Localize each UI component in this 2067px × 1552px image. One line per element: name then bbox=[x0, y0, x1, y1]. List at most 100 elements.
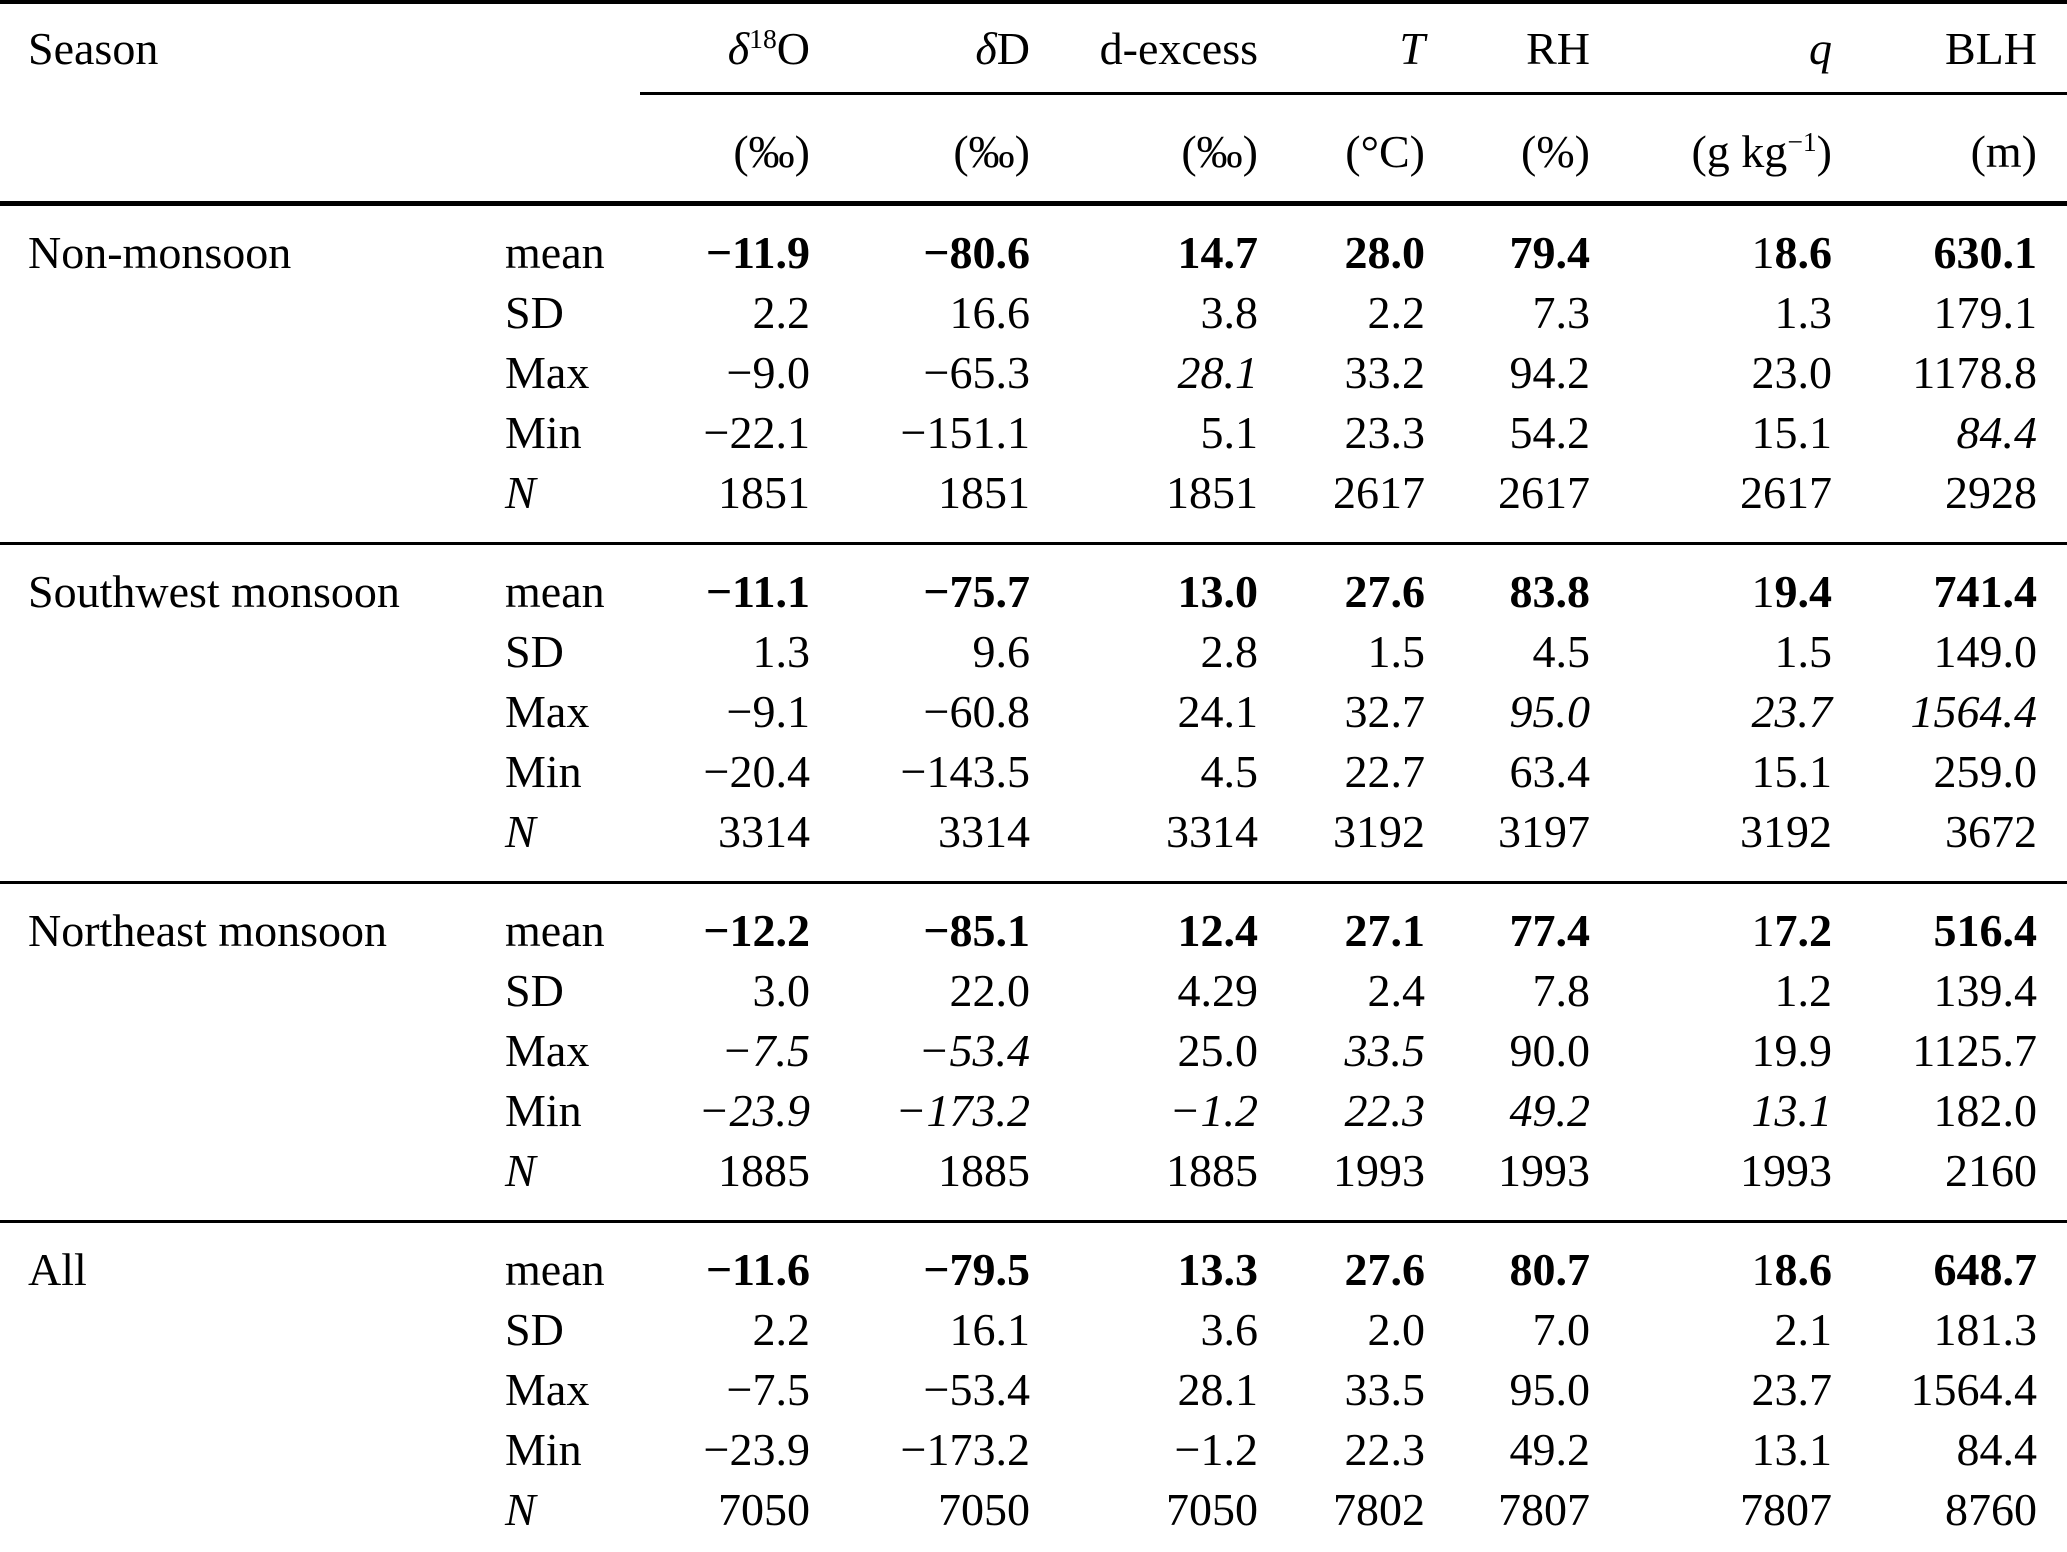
cell-T: 28.0 bbox=[1344, 226, 1426, 278]
cell-dexcess: 14.7 bbox=[1177, 226, 1259, 278]
cell-d18O: −11.6 bbox=[705, 1243, 810, 1295]
unit-q: (g kg−1) bbox=[1590, 94, 1832, 204]
stat-label: Max bbox=[505, 681, 640, 741]
cell-BLH: 2160 bbox=[1945, 1144, 2037, 1196]
text-segment: N bbox=[505, 805, 536, 857]
cell-BLH: 516.4 bbox=[1933, 904, 2038, 956]
cell-RH: 7.0 bbox=[1532, 1303, 1591, 1355]
cell-q: 7807 bbox=[1740, 1483, 1832, 1535]
cell-RH: 7807 bbox=[1498, 1483, 1590, 1535]
season-name-spacer bbox=[0, 402, 505, 462]
text-segment: mean bbox=[505, 226, 605, 278]
cell-dexcess: 7050 bbox=[1166, 1483, 1258, 1535]
text-segment: Max bbox=[505, 685, 590, 737]
season-name-spacer bbox=[0, 1359, 505, 1419]
table-row-northeast-monsoon-max: Max −7.5 −53.4 25.0 33.5 90.0 19.9 1125.7 bbox=[0, 1020, 2067, 1080]
cell-BLH: 84.4 bbox=[1956, 406, 2038, 458]
cell-dD: 7050 bbox=[938, 1483, 1030, 1535]
text-segment: O bbox=[776, 22, 810, 74]
cell-dD: −79.5 bbox=[923, 1243, 1030, 1295]
text-segment: (m) bbox=[1970, 125, 2037, 177]
cell-RH: 1993 bbox=[1498, 1144, 1590, 1196]
table-row-all-n: N 7050 7050 7050 7802 7807 7807 8760 bbox=[0, 1479, 2067, 1552]
cell-BLH: 139.4 bbox=[1933, 964, 2038, 1016]
cell-d18O: −20.4 bbox=[703, 745, 810, 797]
text-segment: (°C) bbox=[1345, 125, 1425, 177]
table-row-northeast-monsoon-n: N 1885 1885 1885 1993 1993 1993 2160 bbox=[0, 1140, 2067, 1222]
table-row-southwest-monsoon-max: Max −9.1 −60.8 24.1 32.7 95.0 23.7 1564.4 bbox=[0, 681, 2067, 741]
text-segment: (‰) bbox=[1181, 125, 1258, 177]
cell-d18O: 2.2 bbox=[752, 286, 811, 338]
season-unit-spacer bbox=[0, 94, 505, 204]
cell-T: 27.6 bbox=[1344, 1243, 1426, 1295]
cell-dexcess: 13.3 bbox=[1177, 1243, 1259, 1295]
season-name-spacer bbox=[0, 1419, 505, 1479]
season-name-spacer bbox=[0, 462, 505, 544]
text-segment: 8.6 bbox=[1774, 1243, 1833, 1295]
cell-RH: 77.4 bbox=[1509, 904, 1591, 956]
cell-dexcess: −1.2 bbox=[1169, 1084, 1258, 1136]
cell-dD: −173.2 bbox=[900, 1423, 1030, 1475]
season-name-spacer bbox=[0, 1140, 505, 1222]
cell-q: 23.7 bbox=[1751, 685, 1833, 737]
unit-dexcess: (‰) bbox=[1030, 94, 1258, 204]
text-segment: 1 bbox=[1751, 904, 1775, 956]
text-segment: 1 bbox=[1751, 565, 1775, 617]
season-name: Non-monsoon bbox=[28, 226, 292, 278]
cell-T: 22.7 bbox=[1344, 745, 1426, 797]
text-segment: N bbox=[505, 466, 536, 518]
cell-dD: 1885 bbox=[938, 1144, 1030, 1196]
text-segment: 9.4 bbox=[1774, 565, 1833, 617]
table-row-southwest-monsoon-mean: Southwest monsoon mean −11.1 −75.7 13.0 27.6 8… bbox=[0, 544, 2067, 622]
season-section-southwest-monsoon: Southwest monsoon mean −11.1 −75.7 13.0 27.6 8… bbox=[0, 543, 2067, 883]
table-row-all-max: Max −7.5 −53.4 28.1 33.5 95.0 23.7 1564.4 bbox=[0, 1359, 2067, 1419]
text-segment: d-excess bbox=[1099, 22, 1258, 74]
table-row-southwest-monsoon-sd: SD 1.3 9.6 2.8 1.5 4.5 1.5 149.0 bbox=[0, 621, 2067, 681]
cell-dexcess: 3.8 bbox=[1200, 286, 1259, 338]
stat-label: SD bbox=[505, 960, 640, 1020]
unit-RH: (%) bbox=[1425, 94, 1590, 204]
cell-RH: 90.0 bbox=[1509, 1024, 1591, 1076]
cell-d18O: 3314 bbox=[718, 805, 810, 857]
stat-label: N bbox=[505, 801, 640, 883]
cell-dD: −53.4 bbox=[923, 1363, 1030, 1415]
cell-dexcess: 13.0 bbox=[1177, 565, 1259, 617]
cell-RH: 83.8 bbox=[1509, 565, 1591, 617]
cell-dD: −85.1 bbox=[923, 904, 1030, 956]
cell-dD: 9.6 bbox=[972, 625, 1031, 677]
cell-dexcess: 1885 bbox=[1166, 1144, 1258, 1196]
table-row-all-min: Min −23.9 −173.2 −1.2 22.3 49.2 13.1 84.4 bbox=[0, 1419, 2067, 1479]
text-segment: mean bbox=[505, 1243, 605, 1295]
text-segment: q bbox=[1809, 22, 1832, 74]
cell-dexcess: 4.29 bbox=[1177, 964, 1259, 1016]
cell-dD: −60.8 bbox=[923, 685, 1030, 737]
stat-label: Max bbox=[505, 342, 640, 402]
cell-BLH: 741.4 bbox=[1933, 565, 2038, 617]
cell-BLH: 1564.4 bbox=[1910, 685, 2038, 737]
header-row-units: (‰) (‰) (‰) (°C) (%) (g kg−1) (m) bbox=[0, 94, 2067, 204]
cell-dD: −53.4 bbox=[918, 1024, 1030, 1076]
season-name-spacer bbox=[0, 960, 505, 1020]
cell-RH: 80.7 bbox=[1509, 1243, 1591, 1295]
text-segment: 1 bbox=[1751, 226, 1775, 278]
text-segment: (‰) bbox=[733, 125, 810, 177]
cell-T: 22.3 bbox=[1344, 1084, 1426, 1136]
season-section-all: All mean −11.6 −79.5 13.3 27.6 80.7 18.6 648.7 SD… bbox=[0, 1221, 2067, 1552]
cell-dD: 1851 bbox=[938, 466, 1030, 518]
season-name-spacer bbox=[0, 1299, 505, 1359]
cell-dexcess: 12.4 bbox=[1177, 904, 1259, 956]
cell-dD: −80.6 bbox=[923, 226, 1030, 278]
cell-BLH: 3672 bbox=[1945, 805, 2037, 857]
table-row-southwest-monsoon-n: N 3314 3314 3314 3192 3197 3192 3672 bbox=[0, 801, 2067, 883]
cell-RH: 49.2 bbox=[1509, 1423, 1591, 1475]
stat-label: mean bbox=[505, 544, 640, 622]
cell-d18O: −7.5 bbox=[726, 1363, 810, 1415]
cell-d18O: −7.5 bbox=[721, 1024, 810, 1076]
cell-BLH: 149.0 bbox=[1933, 625, 2038, 677]
text-segment: SD bbox=[505, 964, 564, 1016]
text-segment: (%) bbox=[1521, 125, 1590, 177]
text-segment: SD bbox=[505, 625, 564, 677]
text-segment: Min bbox=[505, 406, 582, 458]
cell-RH: 79.4 bbox=[1509, 226, 1591, 278]
cell-dexcess: 4.5 bbox=[1200, 745, 1259, 797]
